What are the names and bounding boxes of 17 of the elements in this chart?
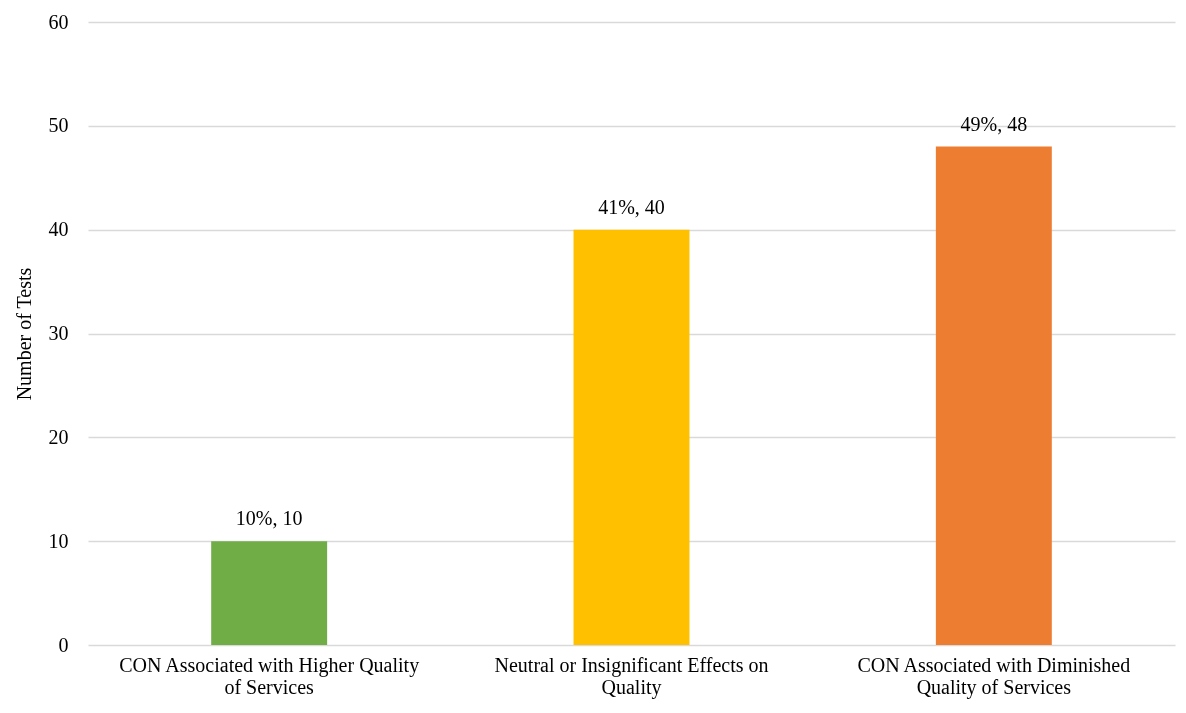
y-tick-label: 10 xyxy=(48,529,69,552)
x-tick-label: CON Associated with Diminished Quality of Services xyxy=(857,653,1131,699)
y-tick-label: 40 xyxy=(48,218,69,241)
bar xyxy=(573,229,690,645)
data-label: 41%, 40 xyxy=(598,195,665,218)
bar xyxy=(935,146,1052,645)
y-tick-label: 30 xyxy=(48,322,69,344)
x-tick-label: CON Associated with Higher Quality of Services xyxy=(119,653,420,698)
data-label: 10%, 10 xyxy=(235,507,303,530)
y-axis-title: Number of Tests xyxy=(12,267,35,401)
y-tick-label: 60 xyxy=(48,10,69,33)
y-tick-label: 0 xyxy=(58,633,69,656)
bar xyxy=(211,541,328,645)
x-tick-label: Neutral or Insignificant Effects on Quality xyxy=(494,653,769,699)
y-tick-label: 20 xyxy=(48,425,69,448)
y-tick-label: 50 xyxy=(48,114,69,137)
data-label: 49%, 48 xyxy=(960,112,1028,135)
